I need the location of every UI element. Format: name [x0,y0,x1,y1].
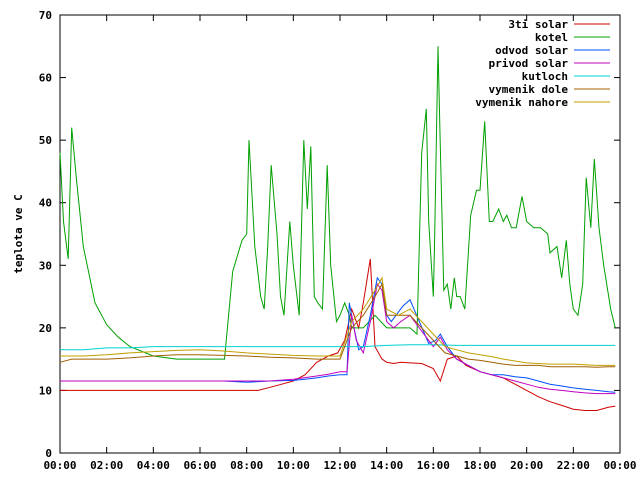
x-axis: 00:00 02:00 04:00 06:00 08:00 10:00 12:00 14:00… [43,15,637,472]
series-line-5 [60,344,616,351]
y-axis-label: teplota ve C [12,194,25,273]
x-tick-label: 12:00 [323,459,356,472]
x-tick-label: 00:00 [603,459,636,472]
y-tick-label: 10 [39,384,52,397]
legend-label: privod solar [489,57,569,70]
legend-label: vymenik nahore [475,96,568,109]
series-line-3 [60,276,616,393]
x-tick-label: 16:00 [417,459,450,472]
y-tick-label: 0 [45,447,52,460]
y-axis: 0 10 20 30 40 50 60 70 [39,9,620,460]
x-tick-label: 10:00 [277,459,310,472]
legend-label: 3ti solar [508,18,568,31]
y-tick-label: 40 [39,197,52,210]
x-tick-label: 08:00 [230,459,263,472]
y-tick-label: 70 [39,9,52,22]
x-tick-label: 04:00 [137,459,170,472]
series-line-7 [60,276,616,366]
x-tick-label: 14:00 [370,459,403,472]
legend-label: kotel [535,31,568,44]
y-tick-label: 30 [39,259,52,272]
x-tick-label: 02:00 [90,459,123,472]
y-tick-label: 60 [39,72,52,85]
series-line-1 [60,258,616,411]
x-tick-label: 20:00 [510,459,543,472]
x-tick-label: 18:00 [463,459,496,472]
series-line-4 [60,282,616,395]
legend-label: vymenik dole [489,83,569,96]
series-lines [59,46,616,411]
legend-label: kutloch [522,70,568,83]
x-tick-label: 00:00 [43,459,76,472]
x-tick-label: 22:00 [557,459,590,472]
legend-label: odvod solar [495,44,568,57]
series-line-6 [59,282,616,368]
y-tick-label: 20 [39,322,52,335]
x-tick-label: 06:00 [183,459,216,472]
series-line-2 [59,46,616,360]
y-tick-label: 50 [39,134,52,147]
